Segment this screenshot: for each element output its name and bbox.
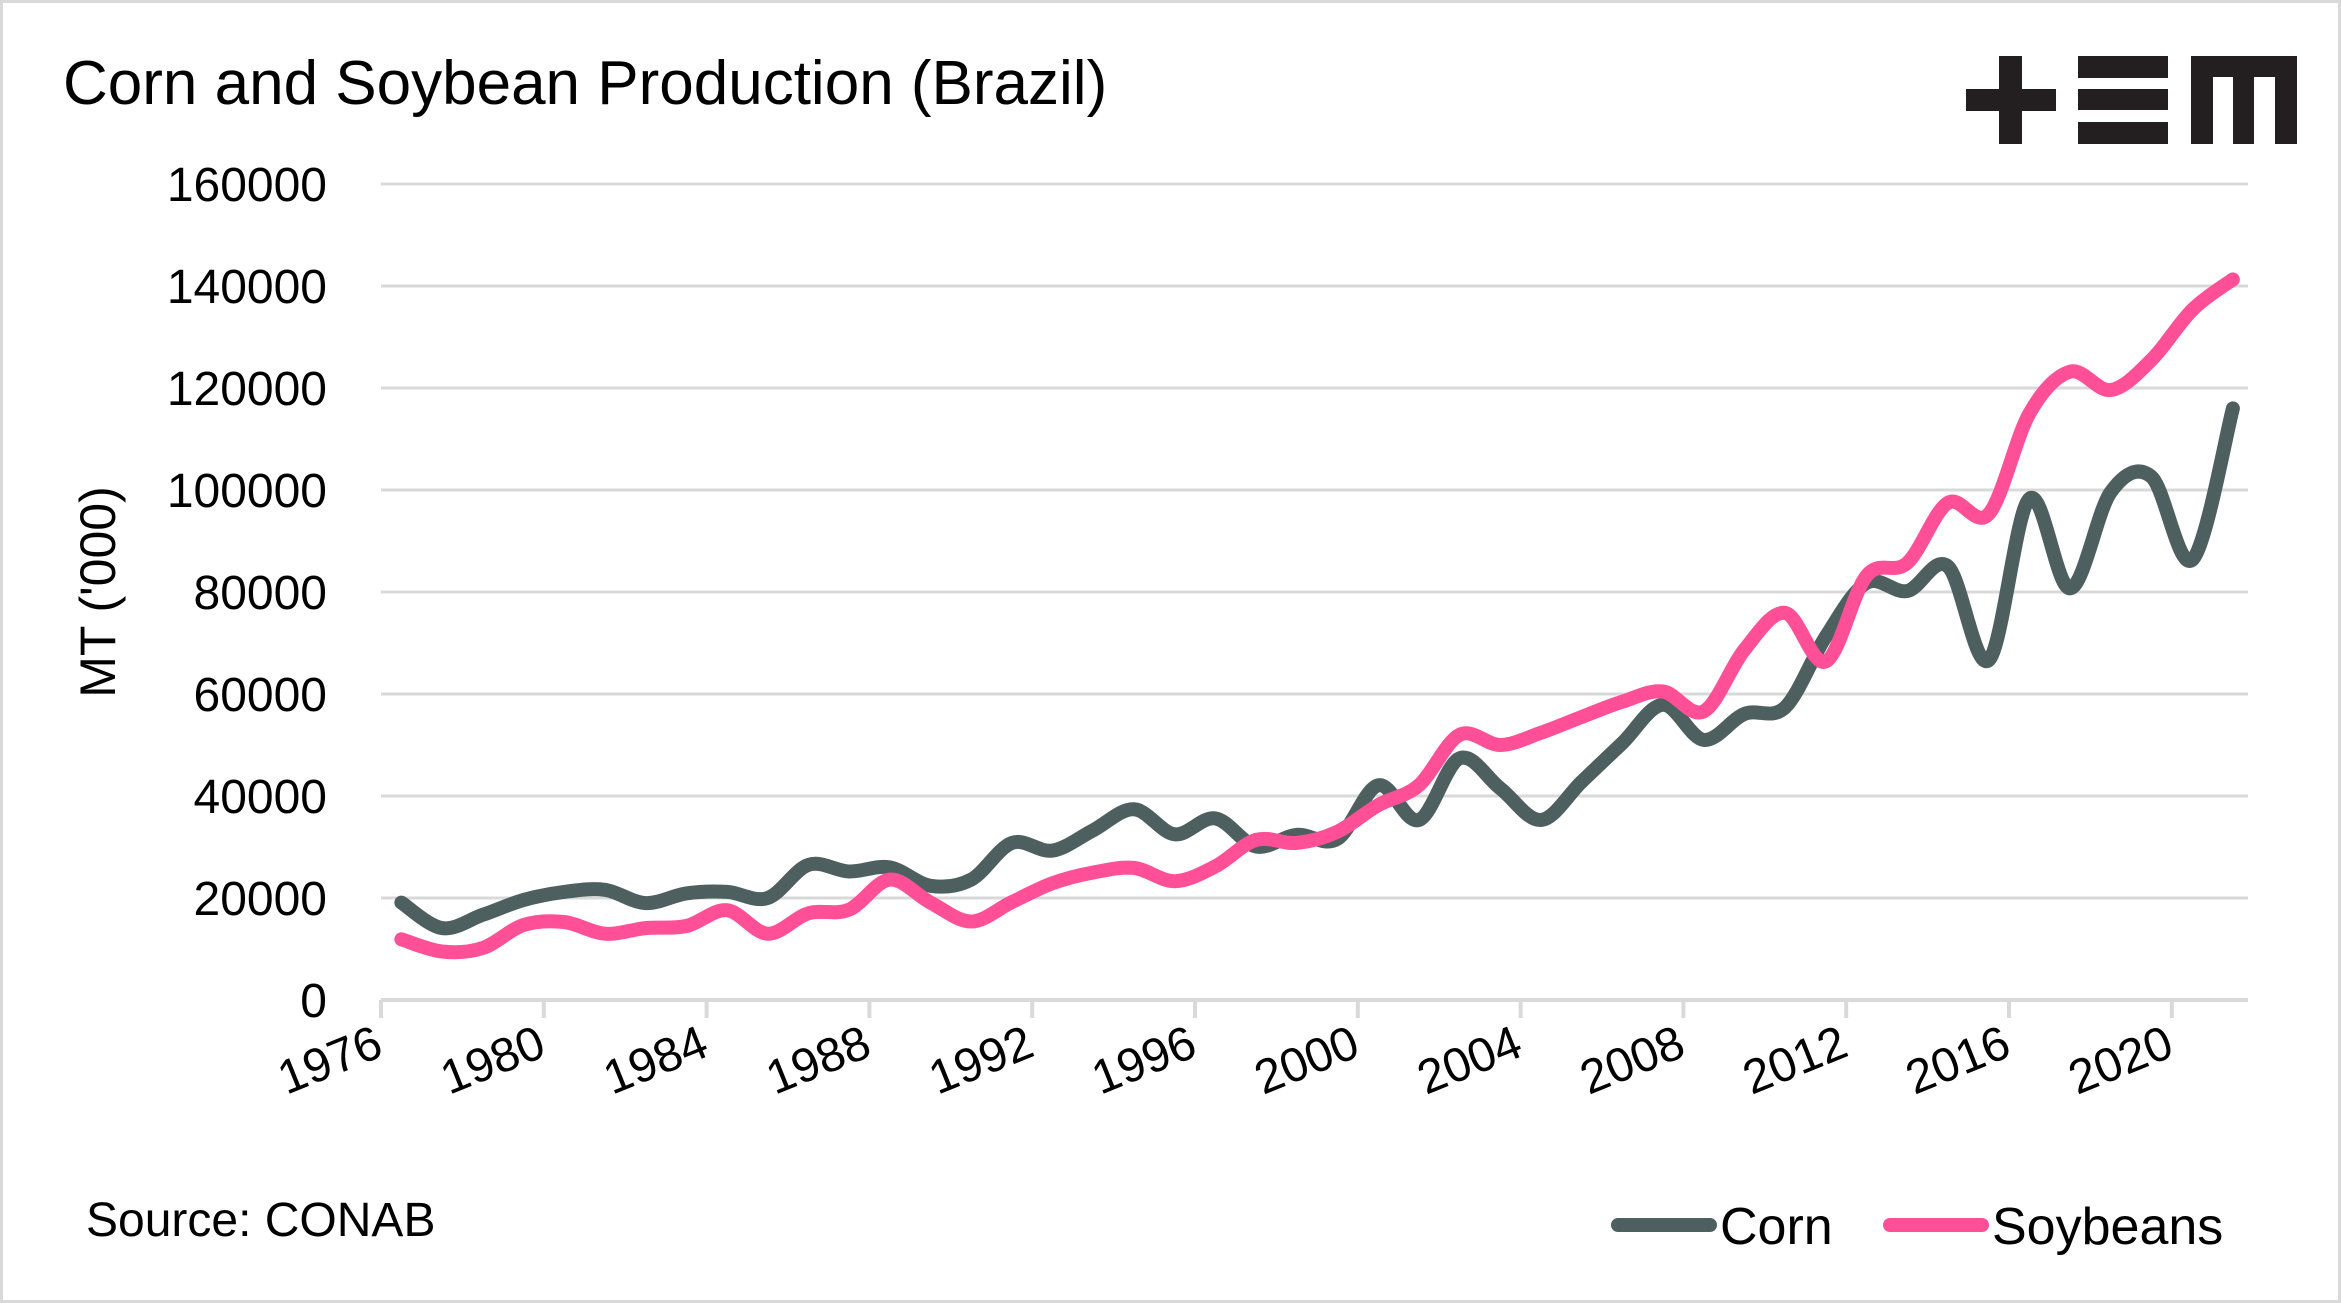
y-tick-label: 60000 <box>194 669 327 722</box>
x-tick-label: 2000 <box>1247 1016 1366 1105</box>
y-tick-label: 100000 <box>167 465 327 518</box>
x-tick-label: 1980 <box>433 1016 552 1105</box>
series-line-corn <box>394 401 2240 936</box>
y-tick-label: 80000 <box>194 567 327 620</box>
x-tick-label: 1996 <box>1085 1016 1204 1105</box>
y-tick-label: 120000 <box>167 363 327 416</box>
legend-label: Soybeans <box>1992 1198 2223 1256</box>
legend: Corn Soybeans <box>1611 1198 2223 1256</box>
x-axis: 1976 1980 1984 1988 1992 1996 2000 2004 2008 2012… <box>271 998 2248 1105</box>
y-tick-label: 0 <box>300 975 327 1028</box>
legend-item-corn: Corn <box>1611 1198 1833 1256</box>
x-tick-label: 2008 <box>1573 1016 1692 1105</box>
legend-label: Corn <box>1720 1198 1833 1256</box>
source-note: Source: CONAB <box>86 1194 435 1247</box>
gridlines <box>381 182 2248 900</box>
chart-title: Corn and Soybean Production (Brazil) <box>63 49 1107 118</box>
x-tick-label: 2020 <box>2061 1016 2180 1105</box>
m-letter-icon <box>2191 56 2297 144</box>
legend-item-soybeans: Soybeans <box>1883 1198 2223 1256</box>
y-axis-ticks: 0 20000 40000 60000 80000 100000 120000 140000 1… <box>167 159 327 1028</box>
x-tick-label: 2012 <box>1736 1016 1855 1105</box>
y-tick-label: 20000 <box>194 873 327 926</box>
brand-logo <box>1966 56 2297 144</box>
plus-icon <box>1966 56 2056 144</box>
x-tick-label: 1976 <box>271 1016 390 1105</box>
x-tick-label: 2016 <box>1899 1016 2018 1105</box>
y-axis-label: MT ('000) <box>70 486 126 697</box>
y-tick-label: 160000 <box>167 159 327 212</box>
equals-icon <box>2078 56 2168 144</box>
x-tick-label: 1992 <box>922 1016 1041 1105</box>
y-tick-label: 140000 <box>167 261 327 314</box>
x-tick-label: 2004 <box>1410 1016 1529 1105</box>
series-line-soybeans <box>394 272 2240 960</box>
y-tick-label: 40000 <box>194 771 327 824</box>
x-tick-label: 1988 <box>759 1016 878 1105</box>
x-tick-label: 1984 <box>596 1016 715 1105</box>
series-lines <box>394 272 2240 960</box>
